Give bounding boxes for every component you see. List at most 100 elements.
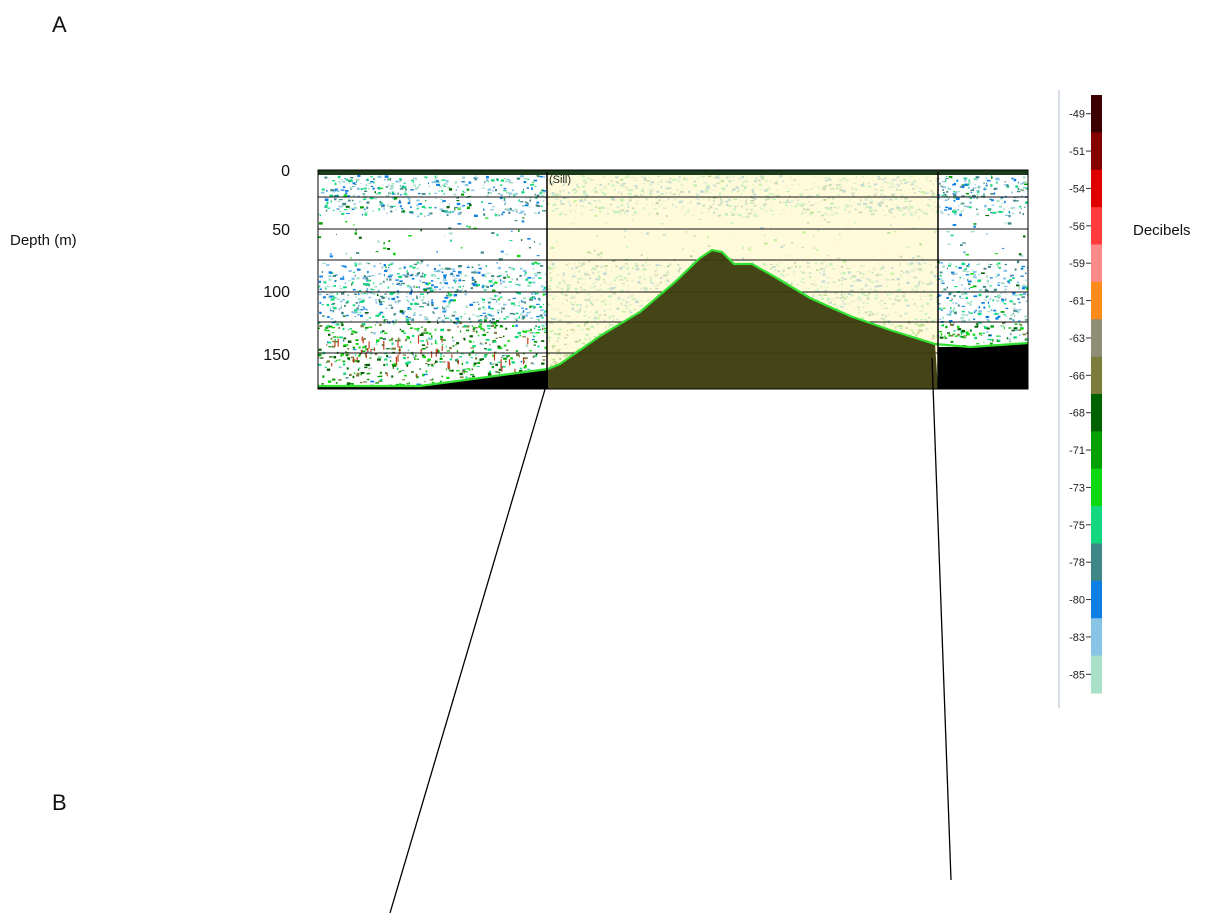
backscatter-speck bbox=[448, 303, 450, 306]
backscatter-speck bbox=[991, 176, 993, 179]
backscatter-speck bbox=[526, 202, 528, 204]
backscatter-speck bbox=[379, 311, 384, 314]
backscatter-speck bbox=[373, 181, 375, 184]
backscatter-speck bbox=[392, 347, 396, 350]
backscatter-speck bbox=[339, 287, 343, 290]
backscatter-speck bbox=[358, 367, 361, 369]
backscatter-speck bbox=[465, 305, 468, 308]
backscatter-speck bbox=[461, 181, 465, 183]
backscatter-speck bbox=[328, 275, 332, 277]
backscatter-speck bbox=[953, 213, 957, 216]
backscatter-speck bbox=[333, 306, 337, 310]
backscatter-speck bbox=[938, 331, 942, 333]
backscatter-speck bbox=[497, 361, 502, 363]
backscatter-speck bbox=[356, 252, 360, 254]
backscatter-speck bbox=[442, 309, 447, 312]
backscatter-speck bbox=[433, 312, 436, 314]
backscatter-speck bbox=[509, 240, 513, 242]
backscatter-speck bbox=[1009, 211, 1011, 214]
backscatter-speck bbox=[993, 313, 995, 315]
backscatter-speck bbox=[541, 285, 544, 288]
backscatter-speck bbox=[952, 193, 955, 195]
backscatter-speck bbox=[422, 374, 425, 377]
backscatter-speck bbox=[434, 328, 437, 331]
backscatter-speck bbox=[1025, 286, 1028, 289]
backscatter-speck bbox=[481, 274, 486, 277]
backscatter-speck bbox=[444, 267, 449, 270]
backscatter-speck bbox=[424, 328, 427, 330]
backscatter-speck bbox=[451, 211, 455, 213]
backscatter-speck bbox=[349, 373, 352, 376]
backscatter-speck bbox=[459, 289, 463, 293]
backscatter-speck bbox=[374, 299, 377, 301]
backscatter-speck bbox=[451, 369, 454, 372]
backscatter-speck bbox=[338, 307, 341, 311]
backscatter-speck bbox=[358, 346, 361, 349]
backscatter-speck bbox=[402, 354, 407, 356]
backscatter-speck bbox=[488, 314, 493, 316]
backscatter-speck bbox=[979, 332, 982, 335]
backscatter-speck bbox=[424, 207, 426, 209]
backscatter-speck bbox=[1010, 274, 1012, 277]
backscatter-speck bbox=[387, 286, 390, 289]
backscatter-speck bbox=[364, 312, 369, 314]
backscatter-speck bbox=[378, 298, 381, 301]
backscatter-speck bbox=[535, 325, 537, 327]
backscatter-speck bbox=[971, 269, 973, 271]
backscatter-speck bbox=[466, 368, 469, 370]
backscatter-speck bbox=[505, 327, 508, 330]
backscatter-speck bbox=[454, 281, 456, 284]
backscatter-speck bbox=[454, 277, 458, 280]
backscatter-speck bbox=[484, 315, 487, 318]
backscatter-speck bbox=[465, 376, 468, 379]
backscatter-speck bbox=[1022, 182, 1025, 185]
backscatter-speck bbox=[522, 301, 527, 303]
backscatter-speck bbox=[427, 364, 430, 366]
depth-tick-50: 50 bbox=[272, 222, 290, 239]
backscatter-speck bbox=[503, 318, 507, 320]
backscatter-speck bbox=[495, 371, 499, 373]
backscatter-speck bbox=[442, 300, 447, 303]
backscatter-speck bbox=[399, 178, 402, 180]
backscatter-speck bbox=[945, 195, 948, 198]
backscatter-speck bbox=[420, 260, 424, 263]
backscatter-speck bbox=[413, 312, 417, 314]
backscatter-speck bbox=[985, 295, 988, 299]
backscatter-speck bbox=[957, 333, 960, 336]
backscatter-speck bbox=[502, 211, 505, 214]
backscatter-speck bbox=[426, 264, 429, 267]
backscatter-speck bbox=[365, 290, 369, 293]
backscatter-speck bbox=[542, 210, 547, 212]
backscatter-speck bbox=[985, 177, 988, 179]
backscatter-speck bbox=[990, 342, 993, 345]
backscatter-speck bbox=[381, 344, 385, 346]
backscatter-speck bbox=[322, 296, 326, 299]
backscatter-speck bbox=[522, 357, 525, 365]
backscatter-speck bbox=[483, 289, 487, 291]
backscatter-speck bbox=[354, 309, 357, 312]
backscatter-speck bbox=[487, 373, 492, 376]
colorbar-tick-label: -80 bbox=[1069, 595, 1085, 607]
backscatter-speck bbox=[407, 356, 409, 359]
backscatter-speck bbox=[345, 351, 347, 353]
backscatter-speck bbox=[1010, 314, 1013, 317]
backscatter-speck bbox=[414, 358, 415, 360]
colorbar-swatch bbox=[1091, 655, 1102, 694]
backscatter-speck bbox=[964, 314, 969, 317]
backscatter-speck bbox=[464, 183, 469, 187]
backscatter-speck bbox=[422, 332, 427, 334]
backscatter-speck bbox=[1006, 293, 1008, 295]
backscatter-speck bbox=[356, 372, 360, 375]
colorbar-tick-label: -59 bbox=[1069, 258, 1085, 270]
colorbar-swatch bbox=[1091, 95, 1102, 133]
backscatter-speck bbox=[441, 201, 444, 204]
backscatter-speck bbox=[326, 303, 330, 307]
backscatter-speck bbox=[318, 213, 320, 216]
backscatter-speck bbox=[1025, 187, 1028, 190]
backscatter-speck bbox=[341, 205, 344, 208]
backscatter-speck bbox=[961, 329, 966, 333]
backscatter-speck bbox=[396, 367, 399, 370]
backscatter-speck bbox=[395, 312, 397, 314]
backscatter-speck bbox=[1019, 206, 1022, 208]
backscatter-speck bbox=[441, 338, 443, 343]
